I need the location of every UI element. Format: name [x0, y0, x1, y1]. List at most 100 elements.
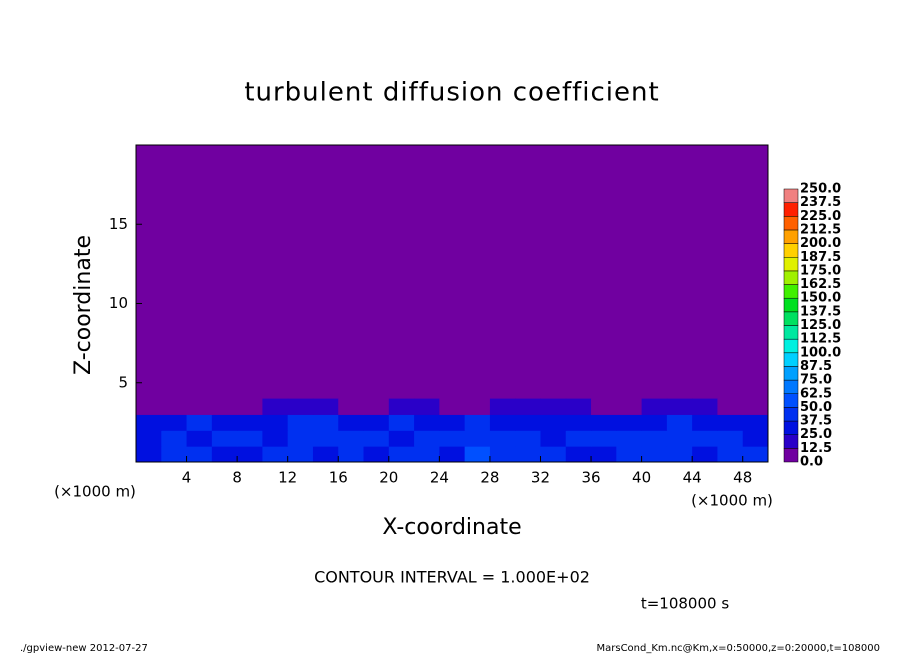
cell	[439, 446, 466, 463]
cell	[464, 446, 491, 463]
cell	[287, 414, 314, 431]
cell	[287, 430, 314, 447]
y-axis-label: Z-coordinate	[71, 235, 96, 375]
x-tick-label: 36	[581, 469, 600, 487]
cell	[237, 430, 263, 447]
cell	[439, 414, 466, 431]
cell	[540, 414, 567, 431]
cell	[666, 414, 693, 431]
x-tick-label: 48	[733, 469, 752, 487]
cell	[692, 414, 718, 431]
colorbar-label: 0.0	[800, 455, 823, 470]
cell	[237, 398, 263, 415]
colorbar-swatch	[783, 284, 799, 299]
cell	[515, 414, 541, 431]
cell	[666, 446, 693, 463]
cell	[211, 446, 238, 463]
cell	[237, 446, 263, 463]
x-tick-label: 16	[329, 469, 348, 487]
colorbar-label: 187.5	[800, 250, 841, 265]
cell	[262, 446, 289, 463]
cell	[136, 414, 162, 431]
cell	[641, 414, 668, 431]
cell	[414, 446, 440, 463]
cell	[338, 446, 365, 463]
cell	[641, 430, 668, 447]
cell	[312, 398, 339, 415]
cell	[439, 398, 466, 415]
cell	[591, 446, 617, 463]
cell	[186, 446, 213, 463]
cell	[515, 446, 541, 463]
cell	[338, 430, 365, 447]
cell	[338, 398, 365, 415]
cell	[742, 398, 769, 415]
cell	[717, 446, 744, 463]
colorbar-label: 237.5	[800, 195, 841, 210]
x-tick-label: 8	[232, 469, 242, 487]
annotation: t=108000 s	[641, 595, 729, 613]
colorbar-swatch	[783, 407, 799, 422]
colorbar-swatch	[783, 216, 799, 231]
cell	[666, 430, 693, 447]
colorbar-label: 62.5	[800, 386, 832, 401]
y-tick-label: 10	[109, 294, 128, 312]
colorbar-swatch	[783, 379, 799, 395]
cell	[414, 398, 440, 415]
cell	[237, 414, 263, 431]
colorbar-label: 100.0	[800, 345, 841, 360]
colorbar-swatch	[783, 311, 799, 326]
x-tick-label: 28	[480, 469, 499, 487]
cell	[616, 446, 643, 463]
cell	[742, 446, 769, 463]
cell	[692, 398, 718, 415]
colorbar-swatch	[783, 270, 799, 285]
cell	[565, 414, 592, 431]
cell	[515, 430, 541, 447]
cell	[211, 414, 238, 431]
colorbar-label: 25.0	[800, 427, 832, 442]
colorbar-label: 125.0	[800, 318, 841, 333]
colorbar-swatch	[783, 229, 799, 244]
colorbar-label: 175.0	[800, 263, 841, 278]
colorbar-label: 50.0	[800, 400, 832, 415]
cell	[692, 446, 718, 463]
annotation: CONTOUR INTERVAL = 1.000E+02	[314, 568, 590, 587]
cell	[591, 398, 617, 415]
colorbar-swatch	[783, 202, 799, 217]
cell	[540, 398, 567, 415]
cell	[464, 398, 491, 415]
cell	[489, 398, 516, 415]
footer: ./gpview-new 2012-07-27	[20, 643, 148, 654]
cell	[641, 398, 668, 415]
cell	[312, 430, 339, 447]
colorbar-swatch	[783, 366, 799, 381]
cell	[464, 430, 491, 447]
colorbar-swatch	[783, 338, 799, 354]
cell	[515, 398, 541, 415]
cell	[616, 398, 643, 415]
cell	[414, 430, 440, 447]
footer: MarsCond_Km.nc@Km,x=0:50000,z=0:20000,t=…	[597, 643, 881, 654]
cell	[464, 414, 491, 431]
cell	[616, 430, 643, 447]
colorbar-label: 12.5	[800, 441, 832, 456]
cell	[211, 430, 238, 447]
cell	[489, 446, 516, 463]
cell	[211, 398, 238, 415]
cell	[742, 414, 769, 431]
x-tick-label: 12	[278, 469, 297, 487]
cell	[540, 430, 567, 447]
cell	[363, 414, 390, 431]
colorbar-swatch	[783, 393, 799, 408]
x-tick-label: 24	[430, 469, 449, 487]
cell	[312, 414, 339, 431]
cell	[489, 430, 516, 447]
y-tick-label: 15	[109, 215, 128, 233]
cell	[414, 414, 440, 431]
colorbar-label: 225.0	[800, 209, 841, 224]
colorbar-label: 37.5	[800, 414, 832, 429]
colorbar-label: 137.5	[800, 304, 841, 319]
colorbar-swatch	[783, 448, 799, 463]
